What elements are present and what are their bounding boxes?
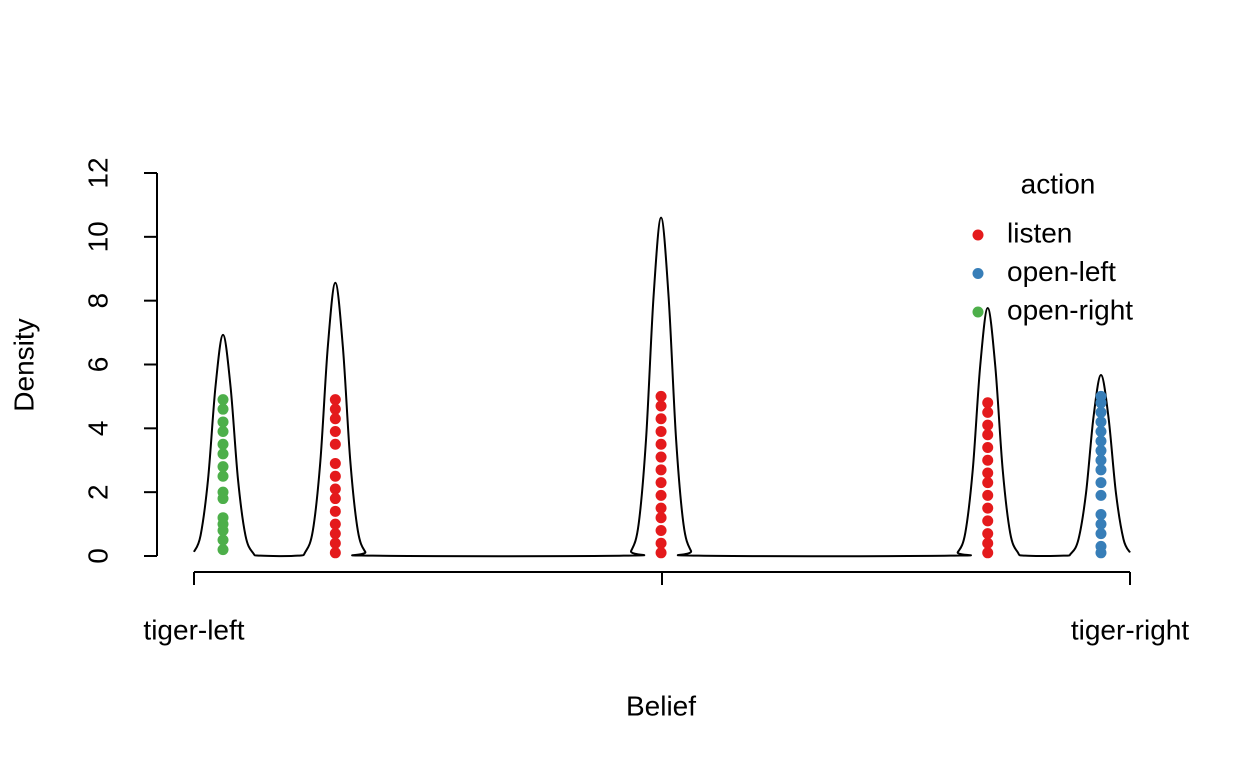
point — [982, 515, 994, 527]
point — [217, 486, 229, 498]
point — [982, 406, 994, 418]
point — [329, 547, 341, 559]
point — [982, 547, 994, 559]
point — [655, 451, 667, 463]
point — [217, 403, 229, 415]
point — [982, 502, 994, 514]
point — [329, 518, 341, 530]
y-tick-label: 2 — [82, 484, 113, 500]
legend-marker — [972, 268, 984, 279]
point — [982, 477, 994, 489]
legend-label: open-right — [1007, 294, 1133, 325]
point — [329, 394, 341, 406]
x-tick-label: tiger-left — [143, 614, 244, 645]
point — [982, 528, 994, 540]
point — [982, 489, 994, 501]
point — [982, 419, 994, 431]
y-tick-label: 6 — [82, 357, 113, 373]
point — [1095, 445, 1107, 457]
point — [655, 438, 667, 450]
y-axis-label: Density — [8, 318, 39, 411]
point — [1095, 435, 1107, 447]
point — [1095, 518, 1107, 530]
point — [329, 505, 341, 517]
y-tick-label: 12 — [82, 157, 113, 188]
point — [655, 390, 667, 402]
point — [982, 537, 994, 549]
point — [329, 438, 341, 450]
density-curve — [193, 216, 1131, 558]
point — [217, 416, 229, 428]
point — [1095, 489, 1107, 501]
y-tick-label: 0 — [82, 548, 113, 564]
y-tick-label: 4 — [82, 421, 113, 437]
point — [329, 457, 341, 469]
point — [217, 438, 229, 450]
point — [1095, 528, 1107, 540]
point — [217, 461, 229, 473]
point — [217, 512, 229, 524]
point — [1095, 509, 1107, 521]
point — [655, 537, 667, 549]
point — [655, 547, 667, 559]
point — [329, 493, 341, 505]
point — [1095, 464, 1107, 476]
point — [982, 429, 994, 441]
legend-label: open-left — [1007, 256, 1116, 287]
point — [655, 489, 667, 501]
point — [329, 413, 341, 425]
point — [217, 544, 229, 556]
point — [982, 467, 994, 479]
point — [329, 483, 341, 495]
point — [655, 512, 667, 524]
point — [329, 426, 341, 438]
x-axis-label: Belief — [626, 690, 696, 721]
point — [1095, 416, 1107, 428]
point — [655, 464, 667, 476]
y-tick-label: 10 — [82, 221, 113, 252]
point — [655, 426, 667, 438]
point — [655, 524, 667, 536]
point — [217, 534, 229, 546]
point — [1095, 390, 1107, 402]
point — [217, 448, 229, 460]
point — [217, 426, 229, 438]
point — [1095, 406, 1107, 418]
point — [982, 441, 994, 453]
point — [329, 528, 341, 540]
point — [1095, 454, 1107, 466]
legend-title: action — [1021, 168, 1096, 199]
point — [655, 413, 667, 425]
point — [329, 470, 341, 482]
legend-marker — [972, 306, 984, 318]
point — [655, 400, 667, 412]
point — [217, 394, 229, 406]
point — [655, 477, 667, 489]
x-tick-label: tiger-right — [1071, 614, 1189, 645]
y-tick-label: 8 — [82, 293, 113, 309]
point — [1095, 477, 1107, 489]
point — [329, 403, 341, 415]
point — [982, 397, 994, 409]
point — [982, 454, 994, 466]
point — [1095, 540, 1107, 552]
point — [329, 537, 341, 549]
legend-marker — [972, 229, 984, 241]
point — [217, 470, 229, 482]
legend-label: listen — [1007, 217, 1072, 248]
point — [655, 502, 667, 514]
point — [1095, 426, 1107, 438]
